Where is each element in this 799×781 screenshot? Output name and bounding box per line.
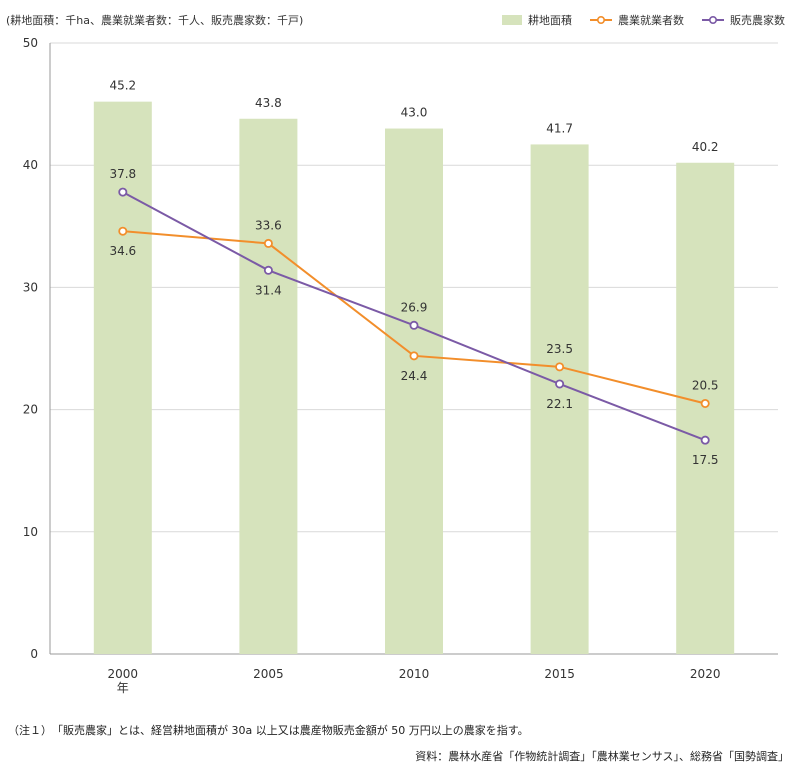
series-1-point-2 [409,351,419,361]
series-2-point-2 [409,320,419,330]
series-2-data-label-1: 31.4 [255,283,282,297]
chart-canvas: 0 10 20 30 40 50 2000 2005 2010 2015 2020 年 45.2 43.8… [23,36,778,695]
x-tick-label-2: 2010 [399,667,430,681]
series-1-point-1 [263,238,273,248]
series-1-point-4 [700,398,710,408]
series-2-point-1 [263,265,273,275]
chart-legend: 耕地面積 農業就業者数 販売農家数 [502,12,785,28]
series-2-point-3 [555,379,565,389]
series-2-data-label-3: 22.1 [546,397,573,411]
series-2-data-label-4: 17.5 [692,453,719,467]
bar-4 [676,162,735,655]
legend-swatch-bar [502,15,522,25]
series-1-data-label-0: 34.6 [109,244,136,258]
x-tick-label-1: 2005 [253,667,284,681]
bar-1 [239,118,298,655]
series-2-data-label-0: 37.8 [109,167,136,181]
bar-3 [530,144,589,654]
legend-item-line-1: 農業就業者数 [590,12,684,28]
y-tick-label-3: 30 [23,280,38,294]
x-axis-unit-label: 年 [117,681,129,695]
unit-label: (耕地面積：千ha、農業就業者数：千人、販売農家数：千戸) [6,14,304,27]
bar-0 [93,101,152,654]
y-tick-label-5: 50 [23,36,38,50]
bar-2 [385,128,443,655]
series-1-data-label-4: 20.5 [692,378,719,392]
series-1-point-0 [118,226,128,236]
bar-data-label-1: 43.8 [255,96,282,110]
footnote: （注１） 「販売農家」とは、経営耕地面積が 30a 以上又は農産物販売金額が 5… [8,724,529,737]
x-tick-label-4: 2020 [690,667,721,681]
y-tick-label-1: 10 [23,525,38,539]
series-2-point-0 [118,187,128,197]
series-1-data-label-2: 24.4 [401,369,428,383]
legend-swatch-line-1 [590,15,612,25]
y-tick-label-0: 0 [30,647,38,661]
y-tick-label-2: 20 [23,403,38,417]
series-2-data-label-2: 26.9 [401,300,428,314]
legend-item-bar: 耕地面積 [502,12,572,28]
bar-data-label-2: 43.0 [401,106,428,120]
x-tick-label-0: 2000 [108,667,139,681]
series-1-point-3 [555,362,565,372]
legend-item-line-2: 販売農家数 [702,12,785,28]
y-tick-label-4: 40 [23,158,38,172]
bar-data-label-3: 41.7 [546,121,573,135]
series-1-data-label-3: 23.5 [546,342,573,356]
legend-label-bar: 耕地面積 [528,14,572,27]
source-note: 資料：農林水産省「作物統計調査」「農林業センサス」、総務省「国勢調査」 [415,750,789,763]
bar-data-label-4: 40.2 [692,140,719,154]
series-2-point-4 [700,435,710,445]
legend-label-line-2: 販売農家数 [730,14,785,27]
series-1-data-label-1: 33.6 [255,218,282,232]
x-tick-label-3: 2015 [544,667,575,681]
legend-label-line-1: 農業就業者数 [618,14,684,27]
legend-swatch-line-2 [702,15,724,25]
bar-data-label-0: 45.2 [109,79,136,93]
